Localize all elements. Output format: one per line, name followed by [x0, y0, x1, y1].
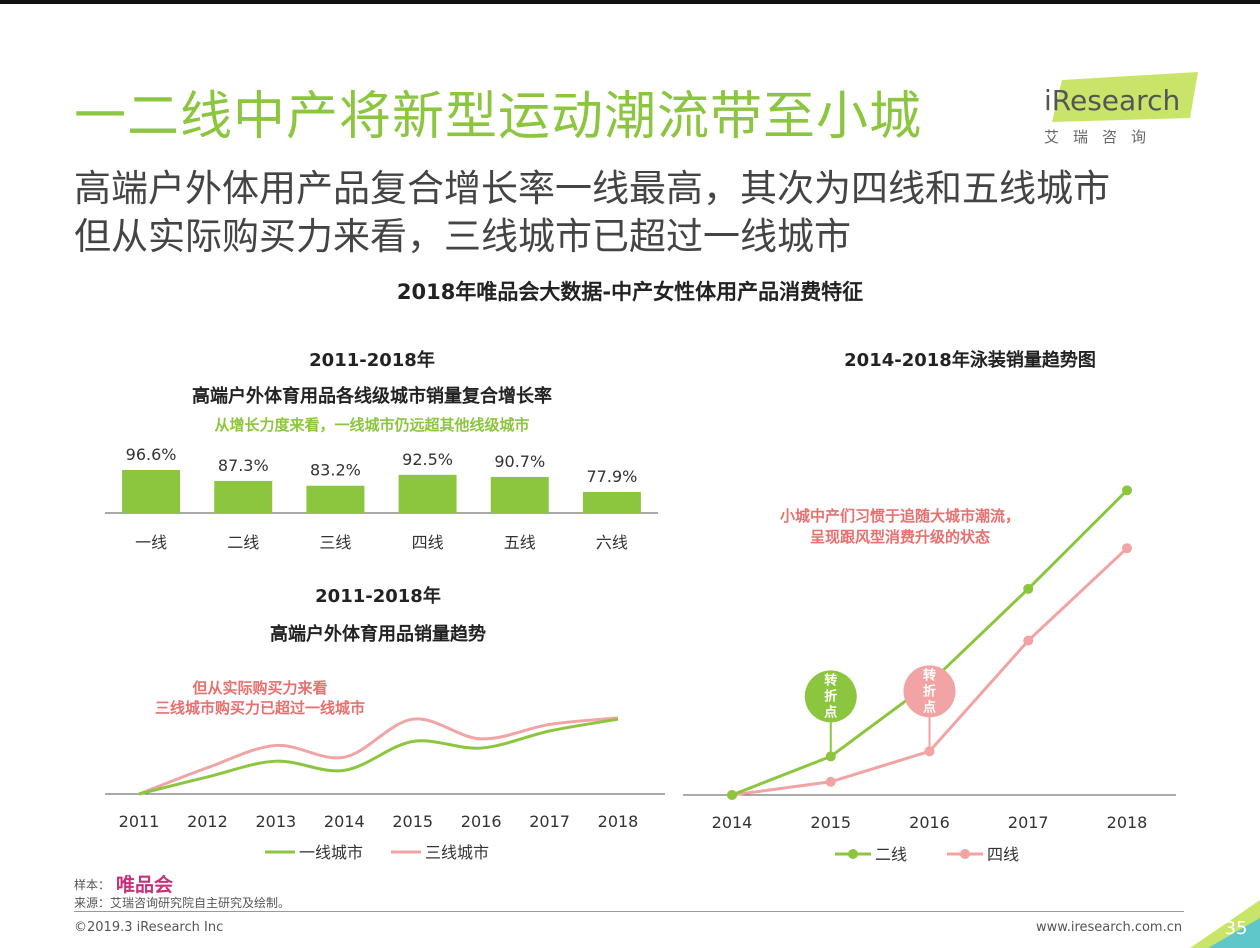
swimwear-legend-marker [848, 849, 858, 859]
swimwear-data-point [727, 790, 737, 800]
swimwear-annotation-line-2: 呈现跟风型消费升级的状态 [809, 528, 990, 546]
turning-point-label-char: 折 [923, 683, 936, 699]
iresearch-logo: iResearch [1044, 72, 1198, 122]
turning-point-bubble [804, 670, 857, 723]
trend-line-chart: 2011 2012 2013 2014 2015 2016 2017 2018 一线城市 三线城市 [105, 716, 665, 862]
bar-category-label: 四线 [412, 533, 444, 552]
bar [306, 485, 365, 513]
page-number-badge: 35 [1190, 900, 1260, 948]
website: www.iresearch.com.cn [1036, 920, 1183, 935]
bar [582, 491, 641, 513]
top-bar [0, 0, 1260, 4]
copyright: ©2019.3 iResearch Inc [74, 920, 224, 935]
bar [398, 474, 457, 513]
trend-series-line [138, 716, 619, 796]
swimwear-x-tick-label: 2016 [909, 813, 950, 832]
bar [490, 476, 549, 513]
sample-label: 样本： [74, 878, 111, 892]
swimwear-data-point [1122, 543, 1132, 554]
bar [122, 469, 181, 513]
turning-point-bubble [903, 665, 956, 718]
trend-legend-label: 三线城市 [425, 843, 489, 862]
logo-text: iResearch [1044, 84, 1180, 117]
trend-legend-label: 一线城市 [299, 843, 363, 862]
bar-value-label: 90.7% [494, 452, 545, 471]
swimwear-chart-title: 2014-2018年泳装销量趋势图 [844, 350, 1096, 371]
swimwear-legend-label: 二线 [875, 845, 907, 864]
swimwear-data-point [1023, 635, 1034, 646]
bar-chart-title: 2011-2018年 [309, 350, 435, 371]
swimwear-legend-label: 四线 [987, 845, 1019, 864]
subtitle-line-2: 但从实际购买力来看，三线城市已超过一线城市 [74, 215, 851, 258]
turning-point-label-char: 点 [923, 699, 936, 715]
trend-x-tick-label: 2015 [392, 812, 433, 831]
source-note: 来源：艾瑞咨询研究院自主研究及绘制。 [74, 896, 291, 910]
bar-category-label: 三线 [319, 533, 351, 552]
trend-x-tick-label: 2017 [529, 812, 570, 831]
logo-shape [1052, 72, 1198, 122]
swimwear-x-tick-label: 2018 [1107, 813, 1148, 832]
trend-x-tick-label: 2018 [598, 812, 639, 831]
bar-value-label: 96.6% [126, 445, 177, 464]
bar-category-label: 六线 [596, 533, 628, 552]
swimwear-x-tick-label: 2014 [712, 813, 753, 832]
turning-point-label-char: 转 [923, 667, 936, 683]
swimwear-data-point [1122, 485, 1132, 496]
swimwear-annotation-line-1: 小城中产们习惯于追随大城市潮流， [779, 507, 1020, 525]
swimwear-legend-marker [960, 849, 970, 859]
turning-point-label-char: 转 [824, 672, 837, 688]
page-number: 35 [1225, 918, 1248, 939]
page-corner-accent [1208, 918, 1260, 948]
trend-x-tick-label: 2016 [461, 812, 502, 831]
bar-category-label: 二线 [227, 533, 259, 552]
main-chart-title: 2018年唯品会大数据-中产女性体用产品消费特征 [396, 280, 864, 304]
bar-chart-subtitle: 高端户外体育用品各线级城市销量复合增长率 [192, 386, 552, 407]
trend-chart-subtitle: 高端户外体育用品销量趋势 [270, 624, 486, 645]
trend-annotation-line-2: 三线城市购买力已超过一线城市 [154, 699, 365, 717]
swimwear-x-tick-label: 2015 [810, 813, 851, 832]
bar-category-label: 一线 [135, 533, 167, 552]
swimwear-data-point [1023, 583, 1034, 594]
footer-divider [74, 911, 1184, 912]
trend-x-tick-label: 2013 [255, 812, 296, 831]
bar-value-label: 92.5% [402, 450, 453, 469]
subtitle-line-1: 高端户外体用产品复合增长率一线最高，其次为四线和五线城市 [74, 167, 1110, 210]
page-title: 一二线中产将新型运动潮流带至小城 [74, 87, 923, 147]
bar [214, 480, 273, 513]
trend-annotation-line-1: 但从实际购买力来看 [192, 679, 328, 697]
trend-chart-title: 2011-2018年 [315, 586, 441, 607]
swimwear-x-tick-label: 2017 [1008, 813, 1049, 832]
trend-x-tick-label: 2014 [324, 812, 365, 831]
turning-point-label-char: 点 [824, 704, 837, 720]
bar-value-label: 77.9% [587, 467, 638, 486]
bar-chart-annotation: 从增长力度来看，一线城市仍远超其他线级城市 [214, 416, 530, 434]
trend-series-line [138, 717, 619, 796]
turning-point-label-char: 折 [824, 688, 837, 704]
logo-chinese-name: 艾瑞咨询 [1044, 128, 1161, 146]
bar-chart: 96.6% 一线 87.3% 二线 83.2% 三线 92.5% 四线 90.7% 五线 77.9%… [105, 445, 658, 552]
swimwear-data-point [825, 776, 836, 787]
sample-value: 唯品会 [116, 874, 174, 896]
bar-value-label: 83.2% [310, 461, 361, 480]
bar-category-label: 五线 [504, 533, 536, 552]
bar-value-label: 87.3% [218, 456, 269, 475]
trend-x-tick-label: 2011 [119, 812, 160, 831]
trend-x-tick-label: 2012 [187, 812, 228, 831]
